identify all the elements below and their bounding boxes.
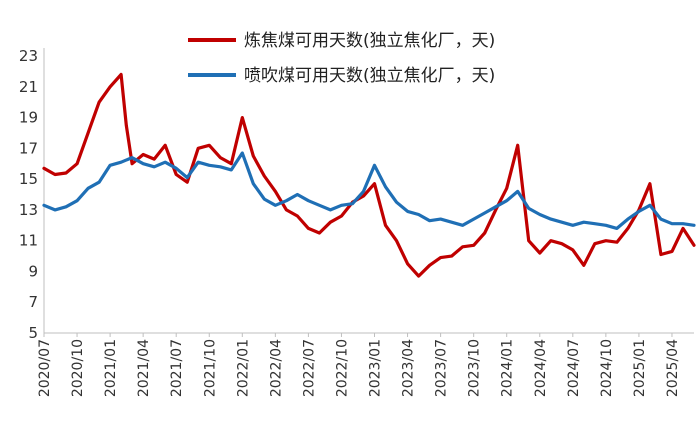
series-line-coking-coal: [42, 72, 696, 278]
x-tick-label: 2021/04: [136, 339, 152, 397]
legend-label-coking-coal: 炼焦煤可用天数(独立焦化厂，天): [244, 31, 495, 51]
x-tick-label: 2022/01: [235, 339, 251, 397]
x-tick-label: 2020/07: [37, 339, 53, 397]
y-tick-labels: 5 7 9 11 13 15 17 19 21 23: [19, 47, 38, 342]
y-tick-label: 5: [28, 324, 38, 342]
x-tick-label: 2023/10: [467, 339, 483, 397]
x-tick-label: 2021/10: [202, 339, 218, 397]
y-tick-label: 17: [19, 139, 38, 157]
y-tick-label: 23: [19, 47, 38, 65]
y-tick-label: 21: [19, 78, 38, 96]
x-tick-label: 2022/04: [268, 339, 284, 397]
x-tick-label: 2022/10: [334, 339, 350, 397]
x-tick-label: 2020/10: [70, 339, 86, 397]
x-tick-label: 2024/04: [533, 339, 549, 397]
x-tick-labels: 2020/07 2020/10 2021/01 2021/04 2021/07 2021/…: [37, 333, 681, 397]
y-tick-label: 13: [19, 201, 38, 219]
x-tick-label: 2023/04: [401, 339, 417, 397]
x-tick-label: 2025/01: [632, 339, 648, 397]
y-tick-label: 11: [19, 232, 38, 250]
x-tick-label: 2021/07: [169, 339, 185, 397]
y-tick-label: 7: [28, 293, 38, 311]
x-tick-label: 2024/01: [500, 339, 516, 397]
y-tick-label: 15: [19, 170, 38, 188]
y-tick-label: 19: [19, 109, 38, 127]
legend-label-injection-coal: 喷吹煤可用天数(独立焦化厂，天): [244, 66, 495, 86]
y-tick-label: 9: [28, 262, 38, 280]
x-tick-label: 2023/01: [368, 339, 384, 397]
series-layer: [42, 72, 696, 278]
x-tick-label: 2024/10: [599, 339, 615, 397]
legend: 炼焦煤可用天数(独立焦化厂，天) 喷吹煤可用天数(独立焦化厂，天): [188, 31, 495, 86]
x-tick-label: 2021/01: [103, 339, 119, 397]
x-tick-label: 2025/04: [665, 339, 681, 397]
x-tick-label: 2024/07: [566, 339, 582, 397]
x-tick-label: 2022/07: [301, 339, 317, 397]
series-line-injection-coal: [42, 151, 696, 230]
x-tick-label: 2023/07: [434, 339, 450, 397]
